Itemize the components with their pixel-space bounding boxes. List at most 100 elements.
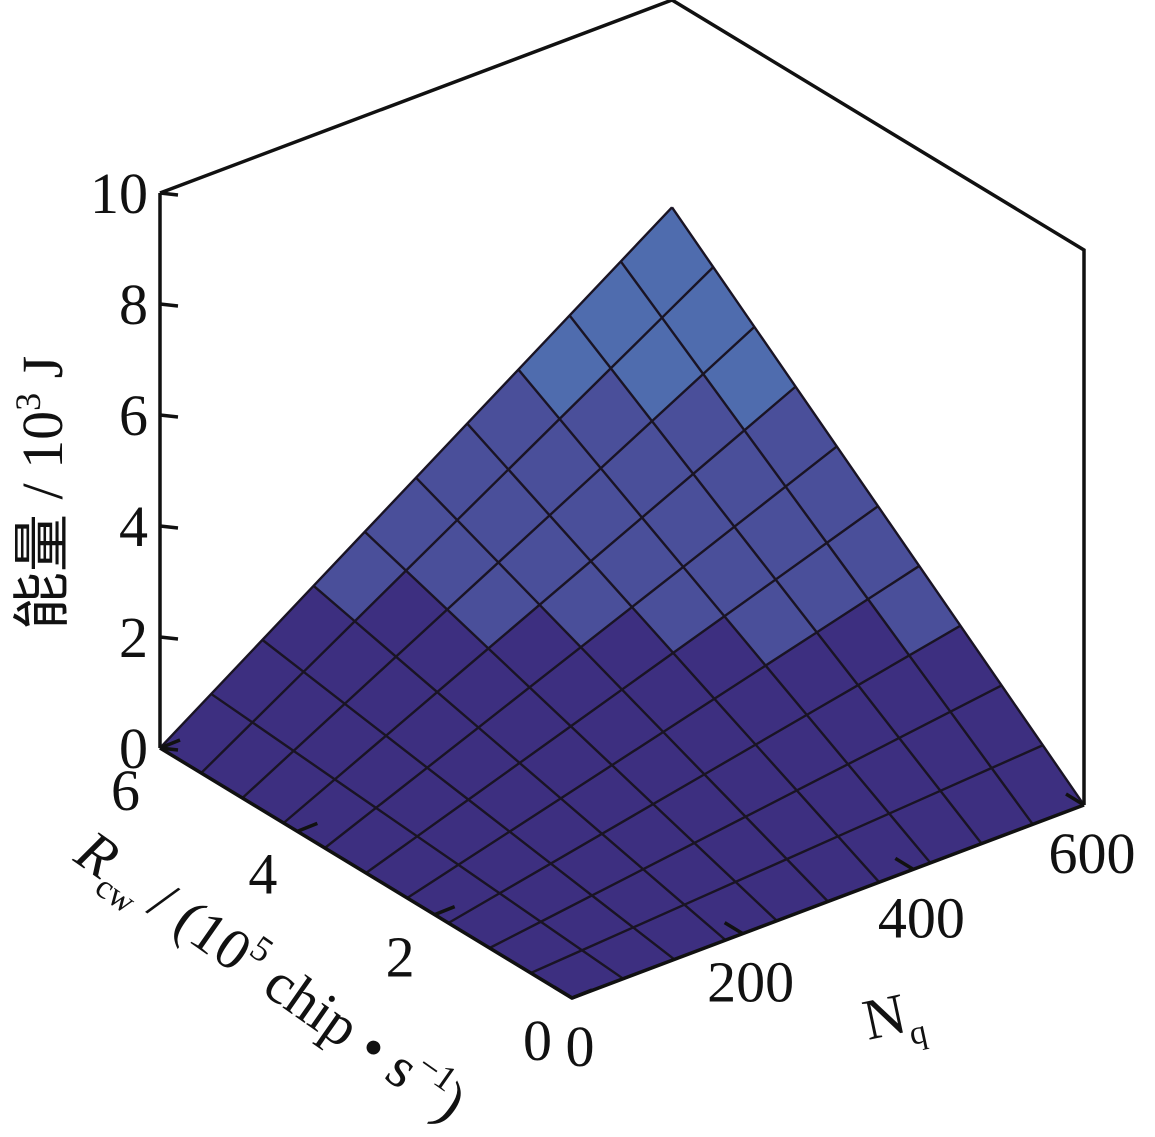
surface-cell: [252, 671, 345, 751]
surface-cell: [242, 750, 335, 823]
r-tick-label: 2: [386, 925, 415, 990]
surface-cell: [427, 727, 520, 800]
r-tick-label: 4: [248, 841, 277, 906]
surface-cell: [437, 648, 530, 728]
mesh-line-r: [489, 684, 1003, 950]
surface-cell: [478, 687, 571, 763]
z-tick-label: 10: [90, 161, 148, 226]
surface-cell: [406, 520, 499, 610]
r-tick-mark: [434, 905, 456, 917]
z-tick-mark: [159, 413, 179, 419]
mesh-line-r: [282, 385, 797, 824]
z-tick-label: 6: [119, 383, 148, 448]
surface-cell: [324, 807, 418, 873]
surface-cell: [407, 864, 500, 923]
surface-cell: [991, 745, 1084, 825]
surface-cell: [354, 570, 448, 657]
mesh-line-r: [447, 624, 962, 925]
z-tick-mark: [159, 524, 179, 530]
surface-cell: [303, 621, 396, 704]
surface-cell: [160, 693, 253, 773]
surface-cell: [498, 515, 591, 605]
n-tick-label: 600: [1049, 821, 1136, 886]
z-tick-label: 2: [119, 605, 148, 670]
surface-cell: [940, 768, 1033, 844]
surface-cell: [457, 469, 550, 563]
surface-cell: [518, 315, 611, 419]
z-axis-label: 能量 / 103 J: [8, 356, 75, 630]
n-tick-mark: [1065, 792, 1085, 807]
x-axis-label: Nq: [857, 977, 930, 1062]
surface-cell: [899, 711, 992, 791]
surface-cell: [735, 859, 828, 921]
surface-cell: [313, 531, 406, 622]
z-tick-label: 0: [119, 716, 148, 781]
surface-cell: [704, 744, 797, 817]
surface-cell: [396, 609, 489, 693]
surface-cell: [344, 656, 438, 736]
surface-cell: [826, 506, 920, 600]
surface-cell: [889, 790, 982, 863]
surface-cell: [950, 685, 1043, 769]
surface-cell: [786, 836, 880, 902]
surface-cell: [848, 737, 941, 814]
n-tick-mark: [553, 985, 573, 1000]
z-tick-mark: [159, 635, 179, 641]
z-tick-mark: [159, 191, 179, 197]
mesh-line-r: [241, 325, 756, 799]
surface-cell: [816, 599, 910, 686]
surface-cell: [508, 418, 601, 516]
mesh-line-r: [530, 744, 1044, 975]
surface-cell: [796, 764, 890, 837]
mesh-line-r: [365, 505, 879, 874]
surface-cell: [467, 369, 560, 470]
surface-cell: [806, 685, 900, 765]
surface-cell: [211, 639, 304, 723]
n-tick-label: 0: [566, 1014, 595, 1079]
surface-cell: [364, 477, 458, 571]
surface-cell: [447, 562, 540, 649]
surface-cell: [283, 779, 376, 848]
mesh-line-r: [159, 206, 673, 749]
r-tick-mark: [159, 738, 181, 750]
surface-cell: [468, 762, 561, 832]
surface-cell: [416, 423, 509, 521]
surface-cell: [386, 692, 479, 768]
n-tick-mark: [894, 856, 915, 871]
surface-cell: [714, 665, 807, 745]
surface-cell: [376, 767, 469, 837]
surface-cell: [293, 703, 386, 780]
r-tick-mark: [296, 821, 318, 833]
surface-cell: [755, 714, 848, 791]
surface-cell: [909, 625, 1002, 712]
r-tick-label: 6: [111, 758, 140, 823]
surface-cell: [775, 542, 868, 633]
surface-cell: [868, 565, 961, 656]
n-tick-label: 200: [707, 950, 794, 1015]
z-tick-mark: [159, 302, 179, 308]
surface-cell: [201, 722, 294, 798]
surface-cell: [858, 655, 951, 738]
surface-cell: [765, 632, 858, 715]
surface-cell: [334, 735, 428, 808]
surface-cell: [745, 790, 838, 860]
r-tick-mark: [571, 988, 593, 1000]
z-tick-label: 8: [119, 272, 148, 337]
n-tick-label: 400: [878, 885, 965, 950]
surface-cell: [417, 799, 510, 865]
r-tick-label: 0: [523, 1008, 552, 1073]
surface-cell: [684, 881, 777, 941]
surface-cell: [785, 446, 878, 543]
surface-cell: [262, 585, 355, 672]
mesh-line-r: [406, 564, 920, 900]
surface-cell: [488, 604, 581, 688]
surface-cell: [366, 836, 459, 898]
mesh-line-r: [200, 266, 715, 774]
surface-layer: [159, 206, 1085, 1000]
n-tick-mark: [723, 921, 744, 936]
mesh-line-r: [324, 445, 838, 849]
surface-cell: [694, 816, 787, 882]
z-tick-label: 4: [119, 494, 148, 559]
